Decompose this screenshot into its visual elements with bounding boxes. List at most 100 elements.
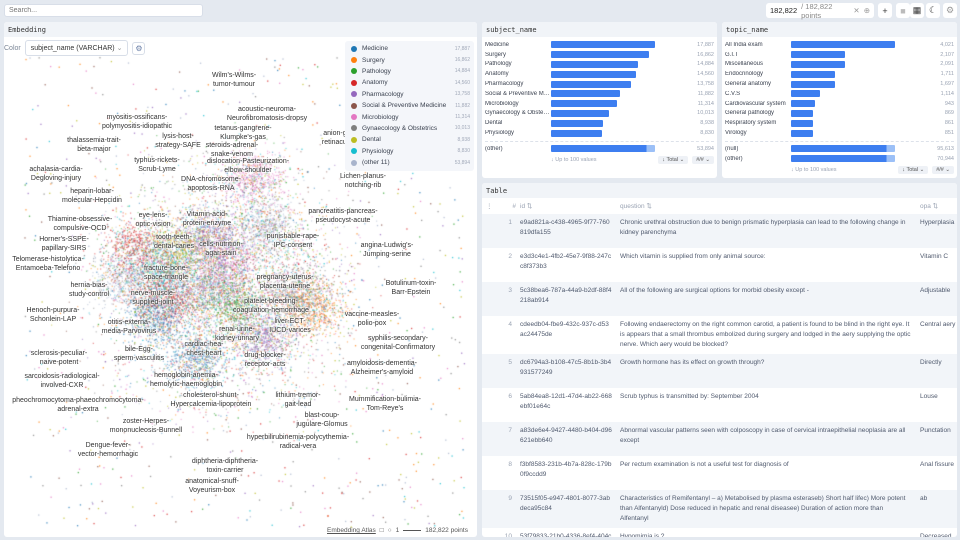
- category-bar[interactable]: [791, 80, 835, 88]
- legend-item[interactable]: Surgery 16,862: [349, 54, 470, 65]
- category-bar[interactable]: [551, 119, 603, 127]
- sort-icon[interactable]: ⇅: [932, 203, 939, 210]
- category-bar[interactable]: [791, 41, 895, 49]
- legend-count: 11,882: [455, 102, 470, 109]
- category-bar[interactable]: [791, 119, 814, 127]
- legend-item[interactable]: Anatomy 14,560: [349, 77, 470, 88]
- table-row[interactable]: 10 53f79833-21b0-4336-8ef4-404c687c807 Hyp…: [482, 528, 957, 537]
- cluster-label: lithium-tremor- gait-lead: [275, 392, 321, 408]
- legend-item[interactable]: Social & Preventive Medicine 11,882: [349, 100, 470, 111]
- histogram-row[interactable]: Microbiology 11,314: [485, 99, 714, 109]
- histogram-row[interactable]: Physiology 8,830: [485, 128, 714, 138]
- add-button[interactable]: +: [878, 3, 892, 18]
- show-more-link[interactable]: ↓ Up to 100 values: [791, 166, 837, 173]
- clear-selection-icon[interactable]: ✕: [853, 6, 860, 15]
- theme-toggle-button[interactable]: ☾: [926, 3, 940, 18]
- histogram-row[interactable]: Dental 8,938: [485, 118, 714, 128]
- legend-item[interactable]: Physiology 8,830: [349, 146, 470, 157]
- category-bar[interactable]: [791, 60, 846, 68]
- column-header-opa[interactable]: opa ⇅: [916, 198, 957, 214]
- category-bar[interactable]: [791, 109, 814, 117]
- legend-item[interactable]: Pathology 14,884: [349, 66, 470, 77]
- legend-color-dot: [351, 102, 357, 109]
- category-bar[interactable]: [551, 80, 631, 88]
- histogram-row[interactable]: General pathology 869: [725, 109, 954, 119]
- color-settings-button[interactable]: ⚙: [132, 41, 146, 55]
- cluster-label: cholesterol-shunt- Hypercalcemia-lipopro…: [170, 392, 252, 408]
- legend-item[interactable]: Medicine 17,887: [349, 43, 470, 54]
- histogram-row[interactable]: Cardiovascular system 943: [725, 99, 954, 109]
- rect-select-icon[interactable]: □: [379, 527, 384, 534]
- category-bar[interactable]: [791, 70, 836, 78]
- category-bar[interactable]: [791, 51, 846, 59]
- histogram-row[interactable]: Virology 851: [725, 128, 954, 138]
- format-select[interactable]: #/# ⌄: [692, 155, 714, 164]
- category-bar[interactable]: [551, 90, 621, 98]
- category-bar[interactable]: [791, 129, 813, 137]
- histogram-row[interactable]: (other) 70,944: [725, 154, 954, 164]
- histogram-row[interactable]: Miscellaneous 2,091: [725, 60, 954, 70]
- column-header-id[interactable]: id ⇅: [516, 198, 616, 214]
- color-select[interactable]: subject_name (VARCHAR) ⌄: [24, 40, 129, 56]
- layout-grid-button[interactable]: ▦: [910, 3, 924, 18]
- category-bar[interactable]: [551, 51, 650, 59]
- table-row[interactable]: 3 5c38bea6-787a-44a9-b2df-88f4218ab914 All…: [482, 282, 957, 316]
- category-bar[interactable]: [791, 100, 816, 108]
- sort-select[interactable]: ↓ Total ⌄: [898, 165, 929, 174]
- column-header-question[interactable]: question ⇅: [616, 198, 916, 214]
- legend-item[interactable]: Microbiology 11,314: [349, 111, 470, 122]
- drag-handle-icon[interactable]: ⋮: [482, 198, 498, 214]
- legend-item[interactable]: Pharmacology 13,758: [349, 89, 470, 100]
- sort-icon[interactable]: ⇅: [646, 203, 652, 210]
- legend-item[interactable]: Gynaecology & Obstetrics 10,013: [349, 123, 470, 134]
- histogram-row[interactable]: Respiratory system 861: [725, 118, 954, 128]
- category-bar[interactable]: [791, 145, 895, 153]
- histogram-row[interactable]: Pharmacology 13,758: [485, 79, 714, 89]
- sort-select[interactable]: ↓ Total ⌄: [658, 155, 689, 164]
- layout-list-button[interactable]: ■: [896, 3, 910, 18]
- histogram-row[interactable]: C.V.S 1,114: [725, 89, 954, 99]
- settings-button[interactable]: ⚙: [943, 3, 957, 18]
- category-bar[interactable]: [791, 155, 895, 163]
- table-row[interactable]: 6 5ab84ea8-12d1-47d4-ab22-668ebf01e64c Scr…: [482, 388, 957, 422]
- table-row[interactable]: 2 e3d3c4e1-4fb2-45e7-9f88-247cc8f373b3 Whi…: [482, 248, 957, 282]
- category-bar[interactable]: [551, 70, 636, 78]
- histogram-row[interactable]: Gynaecology & Obstetrics 10,013: [485, 109, 714, 119]
- table-row[interactable]: 5 dc6794a3-b108-47c5-8b1b-3b4931577249 Gro…: [482, 354, 957, 388]
- legend-item[interactable]: Dental 8,938: [349, 134, 470, 145]
- histogram-row[interactable]: All India exam 4,021: [725, 40, 954, 50]
- table-row[interactable]: 1 e9ad821a-c438-4965-9f77-760819dfa155 Chr…: [482, 214, 957, 248]
- format-select[interactable]: #/# ⌄: [932, 165, 954, 174]
- histogram-row[interactable]: (other) 53,894: [485, 144, 714, 154]
- embedding-atlas-link[interactable]: Embedding Atlas: [327, 527, 376, 534]
- category-bar[interactable]: [551, 41, 655, 49]
- category-bar[interactable]: [551, 60, 638, 68]
- sort-icon[interactable]: ⇅: [526, 203, 533, 210]
- histogram-row[interactable]: Anatomy 14,560: [485, 69, 714, 79]
- histogram-row[interactable]: Surgery 16,862: [485, 50, 714, 60]
- histogram-row[interactable]: Medicine 17,887: [485, 40, 714, 50]
- table-row[interactable]: 8 f3bf8583-231b-4b7a-828c-179b0f9ccdd9 Per…: [482, 456, 957, 490]
- histogram-row[interactable]: Endocrinology 1,711: [725, 69, 954, 79]
- category-bar[interactable]: [551, 100, 617, 108]
- category-bar[interactable]: [551, 129, 603, 137]
- row-gutter: [482, 456, 498, 490]
- histogram-row[interactable]: G.I.T 2,107: [725, 50, 954, 60]
- histogram-row[interactable]: Social & Preventive Medicine 11,882: [485, 89, 714, 99]
- lock-icon[interactable]: ⊕: [863, 6, 870, 15]
- search-input[interactable]: [4, 4, 203, 17]
- lasso-icon[interactable]: ○: [387, 527, 392, 534]
- table-row[interactable]: 7 a83de6e4-9427-4480-b404-d96621ebb640 Abn…: [482, 422, 957, 456]
- legend-item[interactable]: (other 11) 53,894: [349, 157, 470, 168]
- cluster-label: fracture-bone- space-triangle: [144, 265, 188, 281]
- category-bar[interactable]: [551, 109, 610, 117]
- histogram-row[interactable]: (null) 95,613: [725, 144, 954, 154]
- table-row[interactable]: 9 73515f05-e947-4801-8077-3abdeca95c84 Cha…: [482, 490, 957, 528]
- histogram-row[interactable]: Pathology 14,884: [485, 60, 714, 70]
- category-bar[interactable]: [551, 145, 655, 153]
- table-row[interactable]: 4 cdeedb04-fbe9-432c-937c-d53ac24475de Fol…: [482, 316, 957, 354]
- category-bar[interactable]: [791, 90, 820, 98]
- histogram-row[interactable]: General anatomy 1,697: [725, 79, 954, 89]
- cluster-label: liver-ECT- IUCD-varices: [269, 318, 311, 334]
- show-more-link[interactable]: ↓ Up to 100 values: [551, 156, 597, 163]
